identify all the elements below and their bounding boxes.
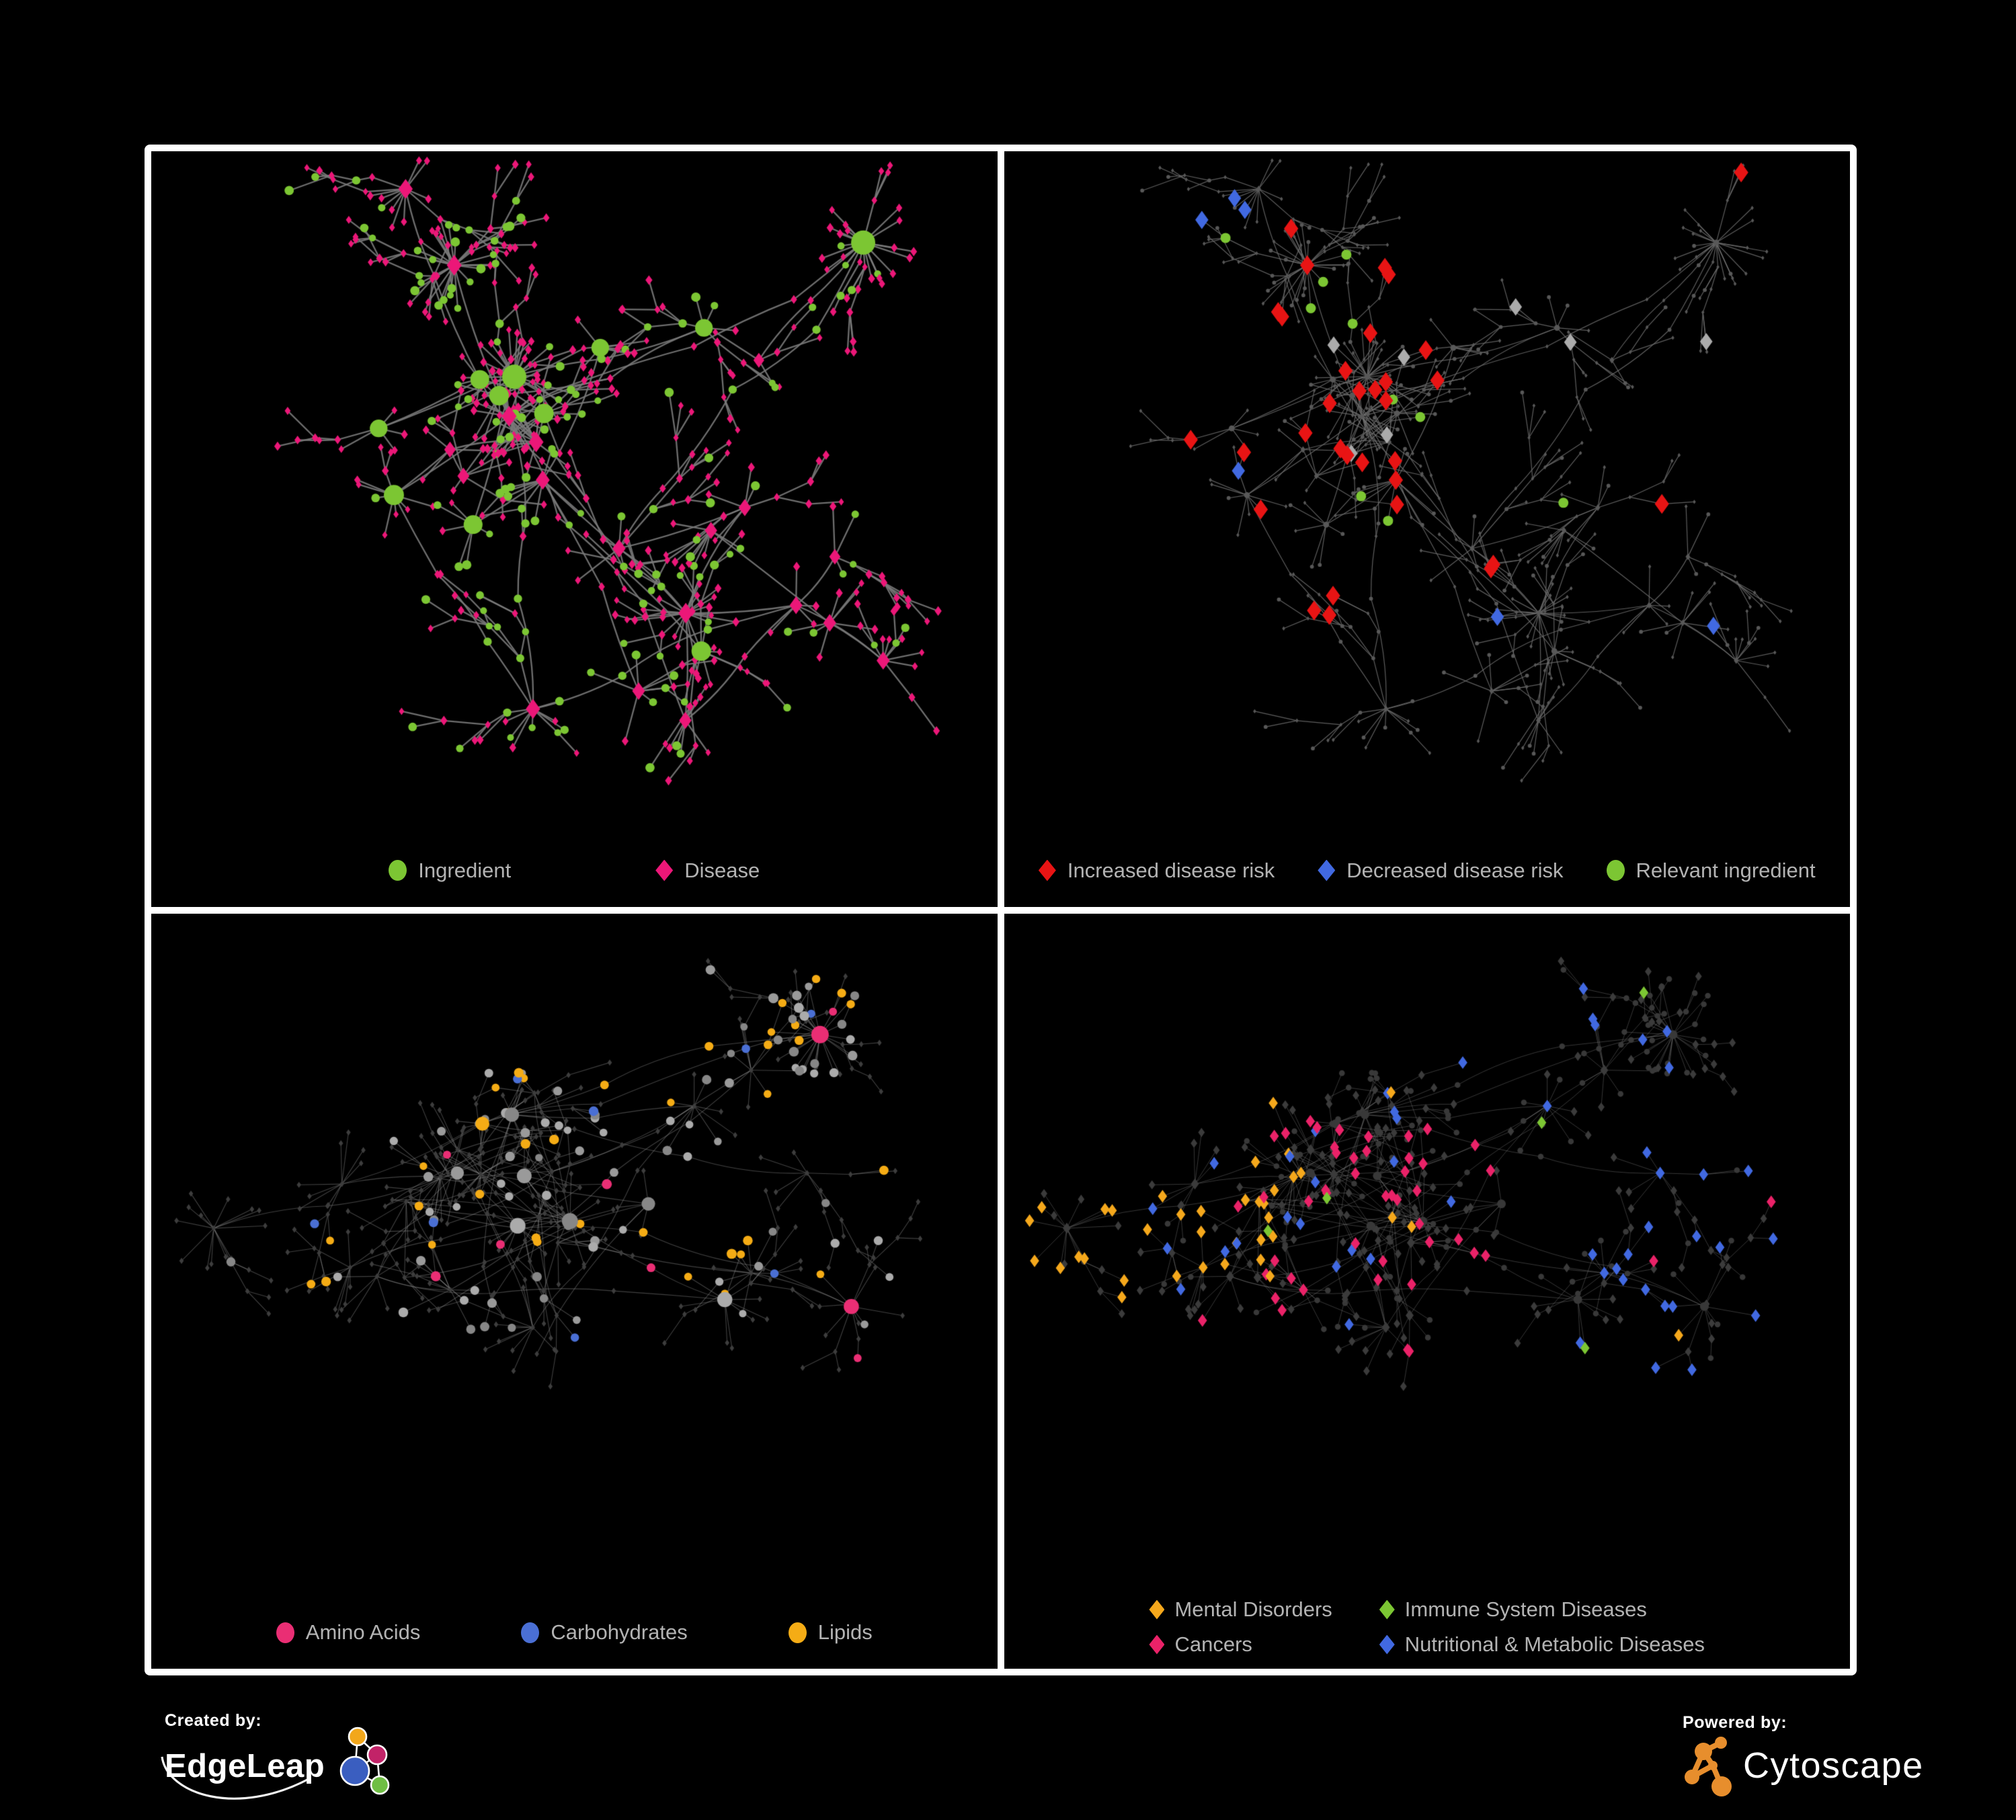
legend-label: Disease — [684, 858, 760, 882]
edgeleap-wordmark: EdgeLeap — [165, 1748, 325, 1784]
panel-ingredient-disease: Ingredient Disease — [151, 151, 998, 907]
legend-item-carbohydrates: Carbohydrates — [521, 1620, 688, 1645]
legend-label: Immune System Diseases — [1404, 1597, 1647, 1621]
legend-item-increased-risk: Increased disease risk — [1038, 858, 1275, 883]
legend-label: Relevant ingredient — [1636, 858, 1816, 882]
carbohydrates-circle-icon — [521, 1622, 540, 1643]
cytoscape-wordmark: Cytoscape — [1743, 1745, 1924, 1786]
edgeleap-logo: EdgeLeap — [161, 1727, 393, 1800]
ingredient-circle-icon — [389, 860, 407, 881]
edgeleap-network-icon — [339, 1727, 390, 1795]
disease-classes-network-canvas — [1004, 913, 1850, 1602]
powered-by-label: Powered by: — [1683, 1713, 1787, 1732]
legend-label: Lipids — [817, 1620, 873, 1644]
cancers-diamond-icon — [1149, 1634, 1165, 1655]
legend-item-disease: Disease — [655, 859, 760, 883]
legend-item-decreased-risk: Decreased disease risk — [1318, 858, 1564, 883]
cytoscape-logo: Cytoscape — [1683, 1734, 1924, 1797]
ingredient-classes-network-canvas — [151, 913, 998, 1602]
metabolic-diseases-diamond-icon — [1379, 1634, 1395, 1655]
legend-item-amino-acids: Amino Acids — [276, 1620, 421, 1645]
legend-item-cancers: Cancers — [1149, 1632, 1332, 1657]
ingredient-disease-network-canvas — [151, 151, 998, 840]
legend-disease-classes: Mental Disorders Immune System Diseases … — [1004, 1597, 1851, 1657]
cytoscape-credit: Powered by: Cytoscape — [1683, 1713, 1924, 1797]
legend-label: Carbohydrates — [551, 1620, 688, 1644]
immune-diseases-diamond-icon — [1379, 1599, 1395, 1620]
legend-label: Nutritional & Metabolic Diseases — [1404, 1632, 1705, 1656]
cytoscape-network-icon — [1685, 1737, 1732, 1796]
mental-disorders-diamond-icon — [1149, 1599, 1165, 1620]
relevant-ingredient-circle-icon — [1606, 860, 1625, 881]
panel-disease-risk: Increased disease risk Decreased disease… — [1004, 151, 1851, 907]
lipids-circle-icon — [788, 1622, 807, 1643]
legend-label: Ingredient — [418, 858, 512, 882]
edgeleap-swoosh — [161, 1756, 311, 1800]
disease-risk-network-canvas — [1004, 151, 1850, 840]
legend-label: Amino Acids — [305, 1620, 421, 1644]
amino-acids-circle-icon — [276, 1622, 294, 1643]
edgeleap-credit: Created by: EdgeLeap — [161, 1711, 393, 1800]
legend-label: Decreased disease risk — [1346, 858, 1564, 882]
panel-disease-classes: Mental Disorders Immune System Diseases … — [1004, 913, 1851, 1669]
legend-item-relevant-ingredient: Relevant ingredient — [1606, 858, 1816, 883]
decreased-risk-diamond-icon — [1318, 859, 1336, 881]
legend-ingredient-disease: Ingredient Disease — [151, 859, 998, 883]
increased-risk-diamond-icon — [1038, 859, 1056, 881]
legend-disease-risk: Increased disease risk Decreased disease… — [1004, 859, 1851, 883]
legend-item-nutritional-metabolic-diseases: Nutritional & Metabolic Diseases — [1379, 1632, 1705, 1657]
created-by-label: Created by: — [165, 1711, 262, 1730]
legend-label: Mental Disorders — [1174, 1597, 1332, 1621]
legend-item-mental-disorders: Mental Disorders — [1149, 1597, 1332, 1622]
legend-ingredient-classes: Amino Acids Carbohydrates Lipids — [151, 1620, 998, 1645]
legend-item-ingredient: Ingredient — [389, 859, 511, 883]
legend-item-lipids: Lipids — [788, 1620, 873, 1645]
legend-label: Increased disease risk — [1067, 858, 1275, 882]
disease-diamond-icon — [655, 859, 674, 881]
legend-item-immune-system-diseases: Immune System Diseases — [1379, 1597, 1705, 1622]
legend-label: Cancers — [1174, 1632, 1252, 1656]
panel-ingredient-classes: Amino Acids Carbohydrates Lipids — [151, 913, 998, 1669]
network-montage: Ingredient Disease Increased disease ris… — [145, 145, 1857, 1675]
